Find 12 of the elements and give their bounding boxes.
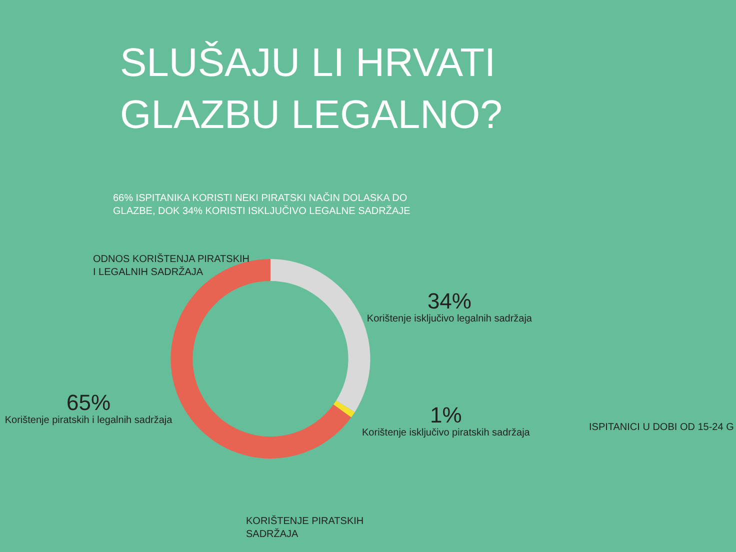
text: ISPITANICI U DOBI OD 15-24 G xyxy=(589,422,734,433)
text: KORIŠTENJE PIRATSKIH SADRŽAJA xyxy=(246,515,364,540)
data-label: 34% xyxy=(427,288,472,314)
slice-label: Korištenje isključivo piratskih sadržaja xyxy=(362,428,530,439)
chart-title: SLUŠAJU LI HRVATI GLAZBU LEGALNO? xyxy=(120,41,502,137)
slice-label: Korištenje piratskih i legalnih sadržaja xyxy=(4,414,173,426)
chart-subtitle: 66% ISPITANIKA KORISTI NEKI PIRATSKI NAČIN DOLASKA DO GLAZBE, DOK 34% KORISTI ISKLJUČIVO LEGALNE SADRŽAJE xyxy=(113,192,411,217)
text: ODNOS KORIŠTENJA PIRATSKIH I LEGALNIH SADRŽAJA xyxy=(93,253,250,278)
data-label: 1% xyxy=(430,402,462,428)
donut-slice xyxy=(333,400,355,418)
slice-label: Korištenje isključivo legalnih sadržaja xyxy=(366,314,532,325)
data-label: 65% xyxy=(66,390,111,415)
